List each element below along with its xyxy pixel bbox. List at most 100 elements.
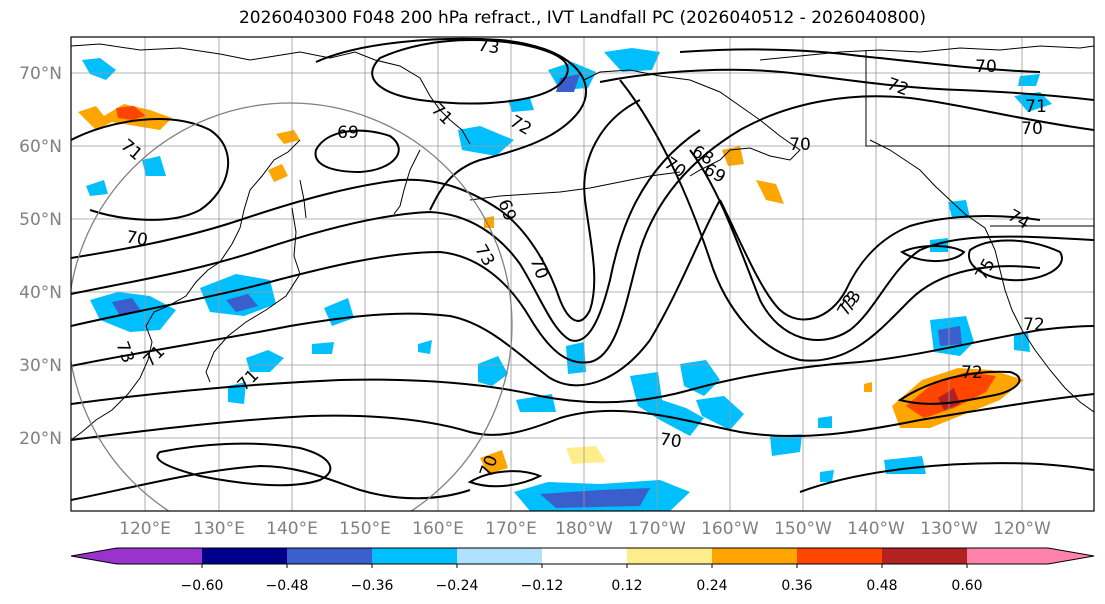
shade-patch [696, 396, 744, 430]
colorbar-segment [71, 548, 202, 564]
shade-patch [312, 342, 334, 354]
shade-patch [458, 126, 514, 156]
shade-patch [1014, 92, 1052, 112]
contour-line [71, 199, 721, 387]
lon-label: 160°W [701, 519, 759, 539]
contour-line [71, 95, 1094, 364]
contour-line [719, 199, 1041, 321]
lon-label: 130°E [193, 519, 245, 539]
contour-line [71, 129, 701, 342]
colorbar-tick-label: 0.24 [696, 578, 727, 594]
contour-line [467, 470, 543, 488]
colorbar-segment [457, 548, 542, 564]
colorbar-tick-label: 0.36 [781, 578, 812, 594]
shade-patch [556, 74, 580, 92]
shade-patch [864, 382, 872, 392]
shade-patch [142, 156, 166, 176]
contour-line [619, 79, 1041, 362]
lat-label: 30°N [19, 356, 62, 376]
coastline-north-america [869, 139, 1094, 413]
contour-label: 71 [1025, 97, 1047, 117]
contour-line [897, 370, 1021, 405]
shade-patch [722, 146, 744, 166]
contour-line [71, 99, 641, 322]
lat-label: 20°N [19, 429, 62, 449]
shade-patch [276, 130, 300, 144]
colorbar-segment [542, 548, 627, 564]
coastline-kamchatka [393, 149, 421, 215]
shade-patch [480, 450, 508, 474]
shade-patch [246, 350, 284, 372]
colorbar-tick-label: 0.48 [866, 578, 897, 594]
contour-line [799, 462, 1094, 493]
coastline-japan [205, 207, 301, 383]
colorbar-tick-label: −0.48 [266, 578, 309, 594]
contour-line [71, 118, 229, 221]
shade-patch [770, 434, 802, 456]
shade-patch [516, 394, 556, 412]
lon-label: 170°W [628, 519, 686, 539]
colorbar-tick-label: −0.36 [351, 578, 394, 594]
shade-patch [1018, 74, 1040, 86]
map-frame [70, 36, 1095, 512]
colorbar-segment [372, 548, 457, 564]
contour-line [315, 37, 587, 211]
colorbar-tick-label: 0.60 [951, 578, 982, 594]
shade-patch [566, 342, 586, 374]
contour-label: 70 [975, 57, 997, 77]
contour-line [967, 239, 1063, 282]
shade-patch [756, 180, 784, 204]
lat-label: 40°N [19, 283, 62, 303]
colorbar-tick-labels: −0.60 −0.48 −0.36 −0.24 −0.12 0.12 0.24 … [181, 578, 983, 594]
lat-label: 70°N [19, 64, 62, 84]
shade-patch [82, 58, 116, 80]
lon-label: 150°W [774, 519, 832, 539]
contour-line [71, 325, 1094, 405]
gridlines [71, 37, 1094, 511]
lon-label: 170°E [485, 519, 537, 539]
contour-line [899, 245, 966, 263]
shade-patch [226, 294, 258, 312]
shade-patch [540, 488, 650, 508]
colorbar-segment [712, 548, 797, 564]
contour-label: 70 [124, 227, 149, 250]
colorbar-tick-label: 0.12 [611, 578, 642, 594]
lon-label: 120°E [119, 519, 171, 539]
contour-line [371, 39, 569, 105]
colorbar-segment [967, 548, 1094, 564]
coastlines [71, 43, 1094, 441]
lon-label: 180°W [555, 519, 613, 539]
coastline-asia [71, 43, 471, 145]
contour-label: 70 [789, 135, 811, 155]
shade-patch [604, 48, 660, 72]
contour-label: 70 [1021, 119, 1043, 139]
range-circle [71, 102, 513, 511]
shade-patch [566, 446, 606, 464]
shade-patch [268, 164, 288, 182]
coastline-arctic [759, 45, 1094, 61]
shade-patch [116, 106, 146, 120]
colorbar-outline [70, 547, 1095, 565]
coastline-aleutians [469, 171, 681, 201]
shade-patch [818, 416, 832, 428]
lat-axis: 70°N 60°N 50°N 40°N 30°N 20°N [19, 64, 62, 449]
contour-label: 73 [477, 36, 501, 59]
coastline-east-asia [71, 139, 301, 441]
contour-line [599, 68, 1094, 101]
shade-patch [86, 180, 108, 196]
colorbar-segment [202, 548, 287, 564]
lon-label: 120°W [993, 519, 1051, 539]
contour-label: 72 [961, 363, 983, 383]
contour-label: 70 [659, 430, 683, 453]
lon-label: 140°W [847, 519, 905, 539]
lon-axis: 120°E 130°E 140°E 150°E 160°E 170°E 180°… [119, 519, 1051, 539]
contour-label: 69 [337, 123, 359, 143]
shade-patch [938, 326, 962, 346]
shade-patch [478, 356, 508, 386]
contour-line [156, 442, 332, 487]
colorbar: −0.60 −0.48 −0.36 −0.24 −0.12 0.12 0.24 … [70, 547, 1095, 594]
lon-label: 140°E [266, 519, 318, 539]
refractivity-contours [71, 37, 1094, 501]
colorbar-tick-label: −0.24 [436, 578, 479, 594]
